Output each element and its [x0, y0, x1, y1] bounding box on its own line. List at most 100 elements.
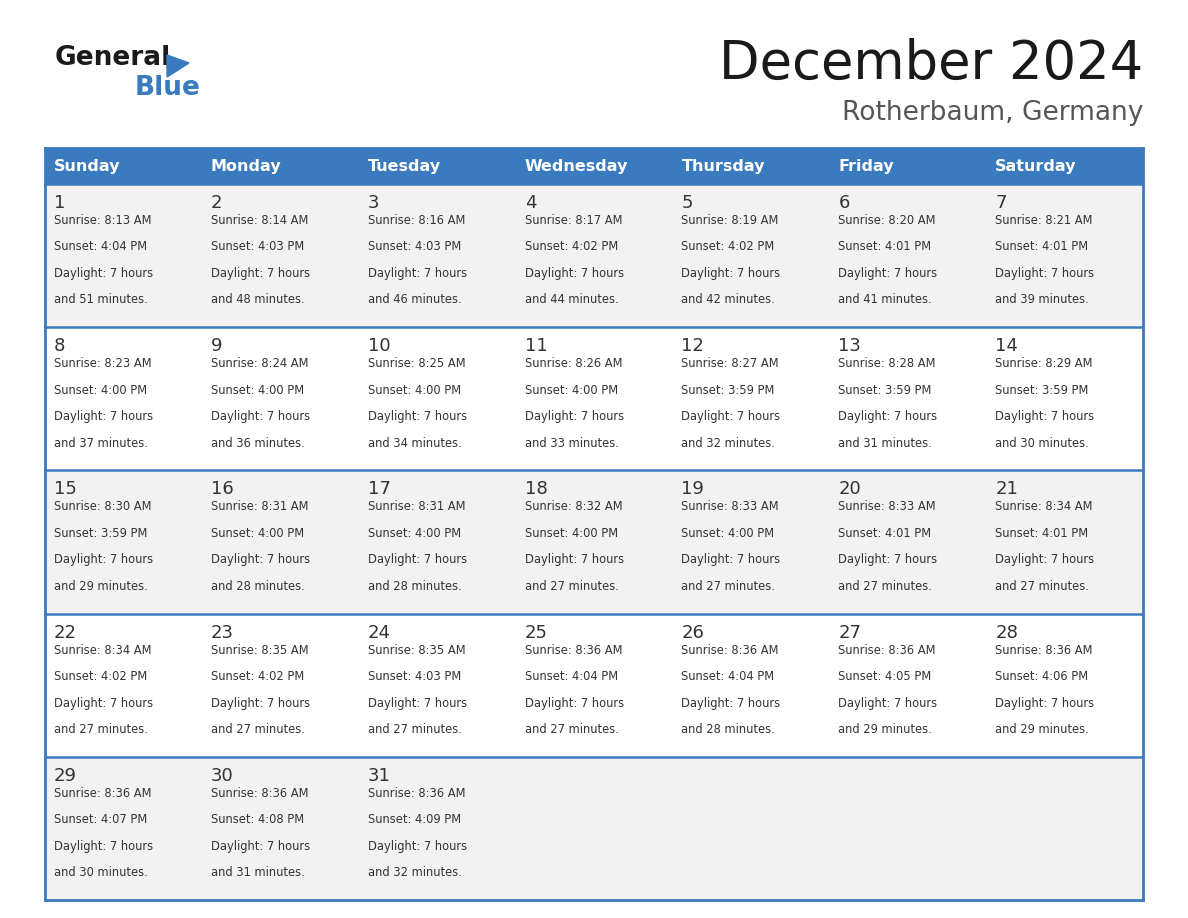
Text: Saturday: Saturday [996, 159, 1076, 174]
Text: Sunrise: 8:36 AM: Sunrise: 8:36 AM [368, 787, 466, 800]
Text: Sunset: 4:01 PM: Sunset: 4:01 PM [996, 527, 1088, 540]
Text: 24: 24 [368, 623, 391, 642]
Text: Sunrise: 8:35 AM: Sunrise: 8:35 AM [368, 644, 466, 656]
Text: Daylight: 7 hours: Daylight: 7 hours [996, 697, 1094, 710]
Text: and 28 minutes.: and 28 minutes. [210, 580, 304, 593]
Text: 8: 8 [53, 337, 65, 355]
Text: Wednesday: Wednesday [525, 159, 628, 174]
Text: and 27 minutes.: and 27 minutes. [996, 580, 1089, 593]
Text: and 27 minutes.: and 27 minutes. [53, 723, 147, 736]
Text: Sunrise: 8:34 AM: Sunrise: 8:34 AM [53, 644, 152, 656]
Text: and 30 minutes.: and 30 minutes. [996, 437, 1089, 450]
Text: Sunrise: 8:36 AM: Sunrise: 8:36 AM [996, 644, 1093, 656]
Text: General: General [55, 45, 171, 71]
Text: Daylight: 7 hours: Daylight: 7 hours [839, 554, 937, 566]
Text: Sunset: 4:00 PM: Sunset: 4:00 PM [210, 527, 304, 540]
Text: Daylight: 7 hours: Daylight: 7 hours [682, 697, 781, 710]
Text: and 31 minutes.: and 31 minutes. [210, 867, 304, 879]
Text: and 28 minutes.: and 28 minutes. [368, 580, 461, 593]
Text: Sunday: Sunday [53, 159, 120, 174]
Text: Daylight: 7 hours: Daylight: 7 hours [210, 554, 310, 566]
Text: and 33 minutes.: and 33 minutes. [525, 437, 619, 450]
Text: 29: 29 [53, 767, 77, 785]
Text: Sunrise: 8:29 AM: Sunrise: 8:29 AM [996, 357, 1093, 370]
Text: and 29 minutes.: and 29 minutes. [996, 723, 1089, 736]
Text: 23: 23 [210, 623, 234, 642]
Text: Daylight: 7 hours: Daylight: 7 hours [682, 267, 781, 280]
Text: and 27 minutes.: and 27 minutes. [210, 723, 305, 736]
Text: 5: 5 [682, 194, 693, 212]
Text: and 27 minutes.: and 27 minutes. [682, 580, 776, 593]
Text: 16: 16 [210, 480, 234, 498]
Text: Daylight: 7 hours: Daylight: 7 hours [210, 410, 310, 423]
Text: Daylight: 7 hours: Daylight: 7 hours [53, 554, 153, 566]
Text: Sunrise: 8:27 AM: Sunrise: 8:27 AM [682, 357, 779, 370]
Text: 13: 13 [839, 337, 861, 355]
Text: 12: 12 [682, 337, 704, 355]
Text: Daylight: 7 hours: Daylight: 7 hours [53, 840, 153, 853]
Text: and 30 minutes.: and 30 minutes. [53, 867, 147, 879]
Text: and 48 minutes.: and 48 minutes. [210, 294, 304, 307]
Text: Daylight: 7 hours: Daylight: 7 hours [368, 410, 467, 423]
Text: Sunset: 4:01 PM: Sunset: 4:01 PM [839, 527, 931, 540]
Text: December 2024: December 2024 [719, 38, 1143, 90]
Text: and 36 minutes.: and 36 minutes. [210, 437, 304, 450]
Bar [45, 148, 1143, 184]
Text: Sunset: 4:02 PM: Sunset: 4:02 PM [682, 241, 775, 253]
Text: 14: 14 [996, 337, 1018, 355]
Text: 28: 28 [996, 623, 1018, 642]
Text: Sunrise: 8:36 AM: Sunrise: 8:36 AM [682, 644, 779, 656]
Text: 26: 26 [682, 623, 704, 642]
Text: 9: 9 [210, 337, 222, 355]
Text: and 29 minutes.: and 29 minutes. [839, 723, 933, 736]
Text: 7: 7 [996, 194, 1006, 212]
Text: Sunrise: 8:21 AM: Sunrise: 8:21 AM [996, 214, 1093, 227]
Text: Sunset: 3:59 PM: Sunset: 3:59 PM [53, 527, 147, 540]
Text: and 28 minutes.: and 28 minutes. [682, 723, 776, 736]
Bar [45, 613, 1143, 756]
Text: Sunrise: 8:16 AM: Sunrise: 8:16 AM [368, 214, 465, 227]
Text: Monday: Monday [210, 159, 282, 174]
Bar [45, 756, 1143, 900]
Text: Sunrise: 8:30 AM: Sunrise: 8:30 AM [53, 500, 152, 513]
Text: Sunset: 4:01 PM: Sunset: 4:01 PM [839, 241, 931, 253]
Polygon shape [168, 55, 189, 77]
Text: Sunset: 4:02 PM: Sunset: 4:02 PM [53, 670, 147, 683]
Text: Daylight: 7 hours: Daylight: 7 hours [525, 267, 624, 280]
Text: Sunrise: 8:17 AM: Sunrise: 8:17 AM [525, 214, 623, 227]
Text: Sunrise: 8:33 AM: Sunrise: 8:33 AM [839, 500, 936, 513]
Text: Sunset: 4:00 PM: Sunset: 4:00 PM [682, 527, 775, 540]
Text: Daylight: 7 hours: Daylight: 7 hours [525, 697, 624, 710]
Text: Sunrise: 8:31 AM: Sunrise: 8:31 AM [210, 500, 309, 513]
Text: Sunset: 4:02 PM: Sunset: 4:02 PM [525, 241, 618, 253]
Text: 15: 15 [53, 480, 77, 498]
Text: Sunrise: 8:20 AM: Sunrise: 8:20 AM [839, 214, 936, 227]
Text: Sunset: 4:04 PM: Sunset: 4:04 PM [682, 670, 775, 683]
Text: and 27 minutes.: and 27 minutes. [368, 723, 462, 736]
Text: Sunset: 4:06 PM: Sunset: 4:06 PM [996, 670, 1088, 683]
Text: Sunrise: 8:19 AM: Sunrise: 8:19 AM [682, 214, 779, 227]
Text: Sunrise: 8:32 AM: Sunrise: 8:32 AM [525, 500, 623, 513]
Text: Daylight: 7 hours: Daylight: 7 hours [210, 267, 310, 280]
Text: 4: 4 [525, 194, 536, 212]
Text: Sunset: 3:59 PM: Sunset: 3:59 PM [682, 384, 775, 397]
Text: Sunrise: 8:36 AM: Sunrise: 8:36 AM [525, 644, 623, 656]
Text: and 32 minutes.: and 32 minutes. [682, 437, 776, 450]
Text: Sunrise: 8:36 AM: Sunrise: 8:36 AM [53, 787, 152, 800]
Text: 21: 21 [996, 480, 1018, 498]
Text: 11: 11 [525, 337, 548, 355]
Text: 18: 18 [525, 480, 548, 498]
Text: Sunrise: 8:25 AM: Sunrise: 8:25 AM [368, 357, 466, 370]
Text: 22: 22 [53, 623, 77, 642]
Text: Sunrise: 8:28 AM: Sunrise: 8:28 AM [839, 357, 936, 370]
Text: Sunrise: 8:34 AM: Sunrise: 8:34 AM [996, 500, 1093, 513]
Bar [45, 184, 1143, 327]
Text: 3: 3 [368, 194, 379, 212]
Text: 25: 25 [525, 623, 548, 642]
Text: Thursday: Thursday [682, 159, 765, 174]
Text: Sunset: 4:02 PM: Sunset: 4:02 PM [210, 670, 304, 683]
Text: Sunset: 4:03 PM: Sunset: 4:03 PM [368, 241, 461, 253]
Text: and 32 minutes.: and 32 minutes. [368, 867, 462, 879]
Text: Tuesday: Tuesday [368, 159, 441, 174]
Text: Daylight: 7 hours: Daylight: 7 hours [53, 267, 153, 280]
